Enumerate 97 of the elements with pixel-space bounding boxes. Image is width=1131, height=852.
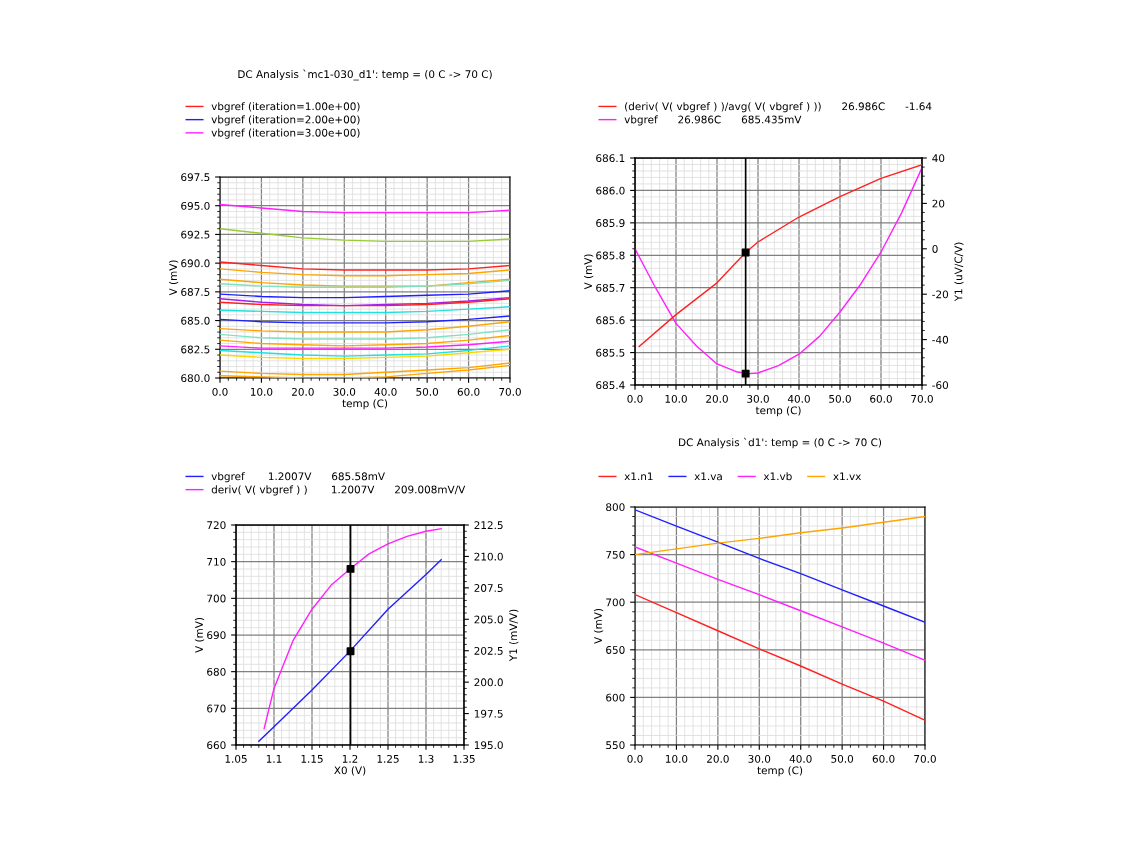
y-tick-label: 687.5: [181, 288, 210, 296]
y2-tick-label: 202.5: [474, 646, 503, 655]
y-tick-label: 692.5: [181, 230, 210, 239]
x-tick-label: 1.3: [418, 754, 434, 763]
legend-label: x1.n1: [624, 472, 653, 481]
y-tick-label: 700: [606, 598, 625, 607]
y-tick-label: 680: [207, 667, 226, 676]
x-tick-label: 0.0: [627, 754, 643, 763]
x-axis-title: temp (C): [757, 766, 803, 777]
y-tick-label: 700: [207, 594, 226, 603]
y2-axis-title: Y1 (mV/V): [509, 609, 519, 662]
x-tick-label: 50.0: [416, 387, 439, 396]
y2-tick-label: 207.5: [474, 584, 503, 592]
x-tick-label: 60.0: [870, 394, 892, 403]
y-axis-title: V (mV): [169, 260, 179, 296]
y-tick-label: 682.5: [181, 345, 210, 354]
x-tick-label: 20.0: [292, 387, 314, 396]
y-axis-title: V (mV): [593, 608, 604, 644]
y-tick-label: 685.9: [596, 219, 625, 227]
chart-title: DC Analysis `d1': temp = (0 C -> 70 C): [679, 437, 882, 449]
y-tick-label: 686.1: [596, 154, 625, 163]
legend-label: (deriv( V( vbgref ) )/avg( V( vbgref ) )) 26.986C -1.64: [625, 102, 932, 113]
x-tick-label: 20.0: [707, 754, 729, 763]
x-tick-label: 70.0: [911, 394, 933, 403]
x-tick-label: 10.0: [665, 754, 688, 763]
y2-tick-label: 195.0: [474, 741, 503, 750]
x-axis-title: temp (C): [755, 406, 801, 417]
y-tick-label: 685.6: [596, 316, 625, 325]
x-tick-label: 1.25: [377, 754, 399, 763]
y-tick-label: 680.0: [181, 374, 210, 383]
y-tick-label: 690: [207, 631, 226, 640]
y-axis-title: V (mV): [584, 254, 594, 290]
y-tick-label: 750: [606, 550, 625, 559]
y2-tick-label: 40: [932, 154, 945, 163]
x-tick-label: 30.0: [747, 394, 769, 403]
chart-title: DC Analysis `mc1-030_d1': temp = (0 C -> 70 C): [238, 69, 492, 81]
y-tick-label: 670: [207, 704, 226, 713]
x-tick-label: 10.0: [665, 394, 687, 403]
legend-label: vbgref (iteration=2.00e+00): [211, 115, 360, 126]
x-tick-label: 70.0: [499, 387, 521, 396]
x-tick-label: 50.0: [831, 754, 854, 763]
y-tick-label: 697.5: [181, 173, 210, 182]
y2-tick-label: 0: [932, 245, 938, 253]
y-tick-label: 685.8: [596, 251, 625, 260]
y2-tick-label: 210.0: [474, 552, 503, 561]
x-tick-label: 30.0: [748, 754, 771, 763]
legend-label: vbgref 26.986C 685.435mV: [624, 115, 802, 126]
y-tick-label: 685.7: [596, 283, 625, 292]
y2-tick-label: 205.0: [474, 615, 503, 624]
y-tick-label: 600: [606, 693, 625, 702]
x-tick-label: 1.1: [266, 755, 282, 763]
legend-label: deriv( V( vbgref ) ) 1.2007V 209.008mV/V: [211, 485, 466, 496]
x-tick-label: 30.0: [333, 387, 356, 396]
x-tick-label: 60.0: [457, 387, 480, 396]
x-tick-label: 1.2: [342, 754, 358, 763]
legend-label: vbgref (iteration=1.00e+00): [211, 102, 360, 113]
x-tick-label: 1.35: [453, 754, 475, 763]
y2-tick-label: -20: [932, 290, 949, 299]
y-tick-label: 685.0: [181, 316, 210, 325]
y-tick-label: 685.5: [596, 348, 625, 357]
x-tick-label: 40.0: [787, 394, 810, 403]
y-axis-title: V (mV): [194, 617, 205, 653]
y2-tick-label: 20: [932, 199, 945, 208]
y-tick-label: 685.4: [596, 381, 625, 390]
legend-label: x1.va: [694, 472, 722, 481]
y2-tick-label: 200.0: [474, 678, 503, 687]
legend-label: vbgref (iteration=3.00e+00): [211, 128, 360, 139]
x-tick-label: 40.0: [374, 387, 397, 396]
y2-tick-label: -40: [932, 335, 949, 344]
y2-tick-label: 197.5: [474, 709, 503, 718]
y-tick-label: 550: [606, 741, 625, 750]
x-axis-title: temp (C): [342, 399, 388, 410]
x-tick-label: 1.05: [225, 754, 247, 763]
y2-tick-label: 212.5: [474, 521, 503, 530]
y-tick-label: 690.0: [181, 259, 210, 268]
x-tick-label: 10.0: [250, 387, 273, 396]
y-tick-label: 660: [207, 741, 226, 750]
y-tick-label: 720: [207, 521, 226, 530]
x-axis-title: X0 (V): [334, 766, 366, 776]
legend-label: vbgref 1.2007V 685.58mV: [211, 472, 385, 483]
legend-label: x1.vb: [763, 472, 792, 481]
y-tick-label: 710: [207, 557, 226, 566]
x-tick-label: 70.0: [914, 754, 936, 763]
legend-label: x1.vx: [833, 472, 861, 481]
x-tick-label: 20.0: [706, 394, 728, 403]
x-tick-label: 50.0: [829, 394, 851, 403]
x-tick-label: 1.15: [301, 755, 323, 763]
x-tick-label: 0.0: [627, 394, 643, 403]
y-tick-label: 650: [606, 646, 625, 654]
y2-axis-title: Y1 (uV/C/V): [954, 242, 964, 302]
y-tick-label: 686.0: [596, 186, 625, 195]
y-tick-label: 800: [606, 503, 625, 512]
x-tick-label: 40.0: [789, 754, 812, 763]
x-tick-label: 60.0: [872, 754, 895, 763]
x-tick-label: 0.0: [212, 387, 228, 396]
y-tick-label: 695.0: [181, 201, 210, 210]
y2-tick-label: -60: [932, 381, 949, 390]
